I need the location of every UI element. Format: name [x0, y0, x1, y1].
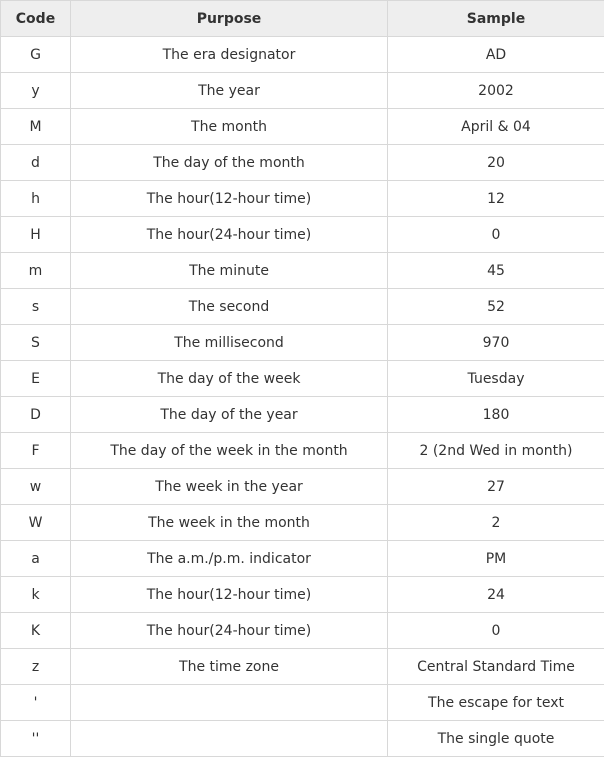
- table-row: F The day of the week in the month 2 (2nd …: [0, 432, 604, 469]
- table-row: H The hour(24-hour time) 0: [0, 216, 604, 253]
- purpose-cell: The day of the month: [70, 144, 388, 181]
- table-row: a The a.m./p.m. indicator PM: [0, 540, 604, 577]
- purpose-cell: The hour(12-hour time): [70, 180, 388, 217]
- code-cell: s: [0, 288, 71, 325]
- code-cell: z: [0, 648, 71, 685]
- sample-cell: 52: [387, 288, 604, 325]
- code-cell: k: [0, 576, 71, 613]
- code-cell: d: [0, 144, 71, 181]
- purpose-cell: The hour(24-hour time): [70, 612, 388, 649]
- purpose-cell: The day of the week in the month: [70, 432, 388, 469]
- code-cell: E: [0, 360, 71, 397]
- table-row: G The era designator AD: [0, 36, 604, 73]
- sample-cell: PM: [387, 540, 604, 577]
- purpose-cell: The week in the year: [70, 468, 388, 505]
- purpose-cell: The second: [70, 288, 388, 325]
- code-cell: W: [0, 504, 71, 541]
- purpose-cell: The era designator: [70, 36, 388, 73]
- purpose-cell: The minute: [70, 252, 388, 289]
- code-cell: H: [0, 216, 71, 253]
- purpose-cell: The hour(12-hour time): [70, 576, 388, 613]
- sample-cell: 970: [387, 324, 604, 361]
- purpose-cell: The time zone: [70, 648, 388, 685]
- table-row: ' The escape for text: [0, 684, 604, 721]
- purpose-cell: The millisecond: [70, 324, 388, 361]
- purpose-cell: [70, 720, 388, 757]
- code-cell: a: [0, 540, 71, 577]
- sample-cell: 0: [387, 612, 604, 649]
- code-cell: y: [0, 72, 71, 109]
- code-cell: h: [0, 180, 71, 217]
- sample-cell: Tuesday: [387, 360, 604, 397]
- sample-cell: 24: [387, 576, 604, 613]
- sample-cell: 0: [387, 216, 604, 253]
- table-row: w The week in the year 27: [0, 468, 604, 505]
- table-row: s The second 52: [0, 288, 604, 325]
- sample-cell: AD: [387, 36, 604, 73]
- purpose-cell: The year: [70, 72, 388, 109]
- table-row: d The day of the month 20: [0, 144, 604, 181]
- code-cell: m: [0, 252, 71, 289]
- code-cell: ': [0, 684, 71, 721]
- table-row: k The hour(12-hour time) 24: [0, 576, 604, 613]
- purpose-cell: [70, 684, 388, 721]
- sample-cell: 45: [387, 252, 604, 289]
- sample-cell: 2: [387, 504, 604, 541]
- code-cell: '': [0, 720, 71, 757]
- sample-cell: The escape for text: [387, 684, 604, 721]
- sample-cell: The single quote: [387, 720, 604, 757]
- sample-cell: Central Standard Time: [387, 648, 604, 685]
- table-row: h The hour(12-hour time) 12: [0, 180, 604, 217]
- table-row: W The week in the month 2: [0, 504, 604, 541]
- table-row: M The month April & 04: [0, 108, 604, 145]
- purpose-cell: The a.m./p.m. indicator: [70, 540, 388, 577]
- sample-cell: April & 04: [387, 108, 604, 145]
- sample-cell: 2 (2nd Wed in month): [387, 432, 604, 469]
- code-cell: D: [0, 396, 71, 433]
- sample-cell: 2002: [387, 72, 604, 109]
- table-row: '' The single quote: [0, 720, 604, 757]
- code-cell: F: [0, 432, 71, 469]
- table-row: z The time zone Central Standard Time: [0, 648, 604, 685]
- header-code: Code: [0, 0, 71, 37]
- sample-cell: 27: [387, 468, 604, 505]
- purpose-cell: The month: [70, 108, 388, 145]
- purpose-cell: The week in the month: [70, 504, 388, 541]
- table-row: m The minute 45: [0, 252, 604, 289]
- table-row: E The day of the week Tuesday: [0, 360, 604, 397]
- code-cell: M: [0, 108, 71, 145]
- code-cell: G: [0, 36, 71, 73]
- table-body: G The era designator AD y The year 2002 M The m…: [0, 36, 604, 757]
- header-purpose: Purpose: [70, 0, 388, 37]
- table-row: y The year 2002: [0, 72, 604, 109]
- sample-cell: 12: [387, 180, 604, 217]
- code-cell: w: [0, 468, 71, 505]
- code-cell: S: [0, 324, 71, 361]
- table-row: K The hour(24-hour time) 0: [0, 612, 604, 649]
- date-format-codes-table: Code Purpose Sample G The era designator A…: [0, 0, 604, 757]
- purpose-cell: The hour(24-hour time): [70, 216, 388, 253]
- sample-cell: 180: [387, 396, 604, 433]
- purpose-cell: The day of the week: [70, 360, 388, 397]
- purpose-cell: The day of the year: [70, 396, 388, 433]
- table-row: D The day of the year 180: [0, 396, 604, 433]
- sample-cell: 20: [387, 144, 604, 181]
- table-row: S The millisecond 970: [0, 324, 604, 361]
- code-cell: K: [0, 612, 71, 649]
- header-sample: Sample: [387, 0, 604, 37]
- table-header-row: Code Purpose Sample: [0, 0, 604, 37]
